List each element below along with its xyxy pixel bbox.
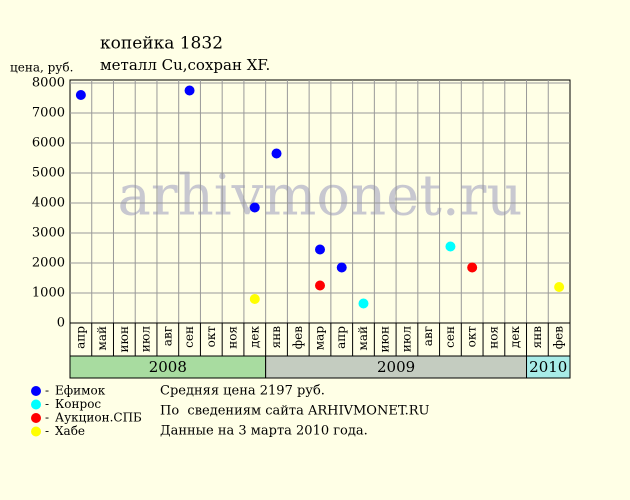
legend-dash: - bbox=[45, 384, 49, 398]
x-tick-label: май bbox=[95, 326, 109, 351]
x-tick-label: сен bbox=[443, 326, 457, 348]
legend-label: Конрос bbox=[55, 397, 101, 411]
legend-label: Аукцион.СПБ bbox=[55, 411, 142, 425]
x-tick-label: ноя bbox=[486, 326, 500, 349]
data-point bbox=[315, 280, 325, 291]
data-point bbox=[75, 90, 86, 100]
y-tick-label: 8000 bbox=[32, 76, 65, 91]
x-tick-label: фев bbox=[552, 326, 566, 349]
data-point bbox=[184, 85, 195, 96]
legend-dash: - bbox=[45, 397, 49, 411]
legend-label: Ефимок bbox=[55, 384, 106, 398]
year-label: 2008 bbox=[149, 358, 187, 376]
y-tick-label: 7000 bbox=[32, 106, 65, 121]
legend-dash: - bbox=[45, 424, 49, 438]
data-point bbox=[336, 262, 347, 273]
y-tick-label: 1000 bbox=[32, 286, 65, 301]
note: По сведениям сайта ARHIVMONET.RU bbox=[160, 404, 430, 419]
y-tick-label: 5000 bbox=[32, 166, 65, 181]
x-tick-label: авг bbox=[160, 326, 174, 346]
x-tick-label: сен bbox=[182, 326, 196, 348]
watermark: arhivmonet.ru bbox=[118, 164, 523, 229]
y-axis-label: цена, руб. bbox=[10, 61, 73, 75]
x-tick-label: апр bbox=[73, 326, 87, 349]
x-tick-label: апр bbox=[334, 326, 348, 349]
x-tick-label: окт bbox=[204, 326, 218, 348]
y-tick-label: 0 bbox=[57, 316, 65, 331]
x-tick-label: июл bbox=[139, 326, 153, 352]
data-point bbox=[445, 241, 456, 252]
legend-marker bbox=[31, 413, 41, 423]
legend-marker bbox=[31, 386, 41, 396]
y-tick-label: 2000 bbox=[32, 256, 65, 271]
x-tick-label: мар bbox=[313, 326, 327, 350]
x-tick-label: ноя bbox=[226, 326, 240, 349]
legend-marker bbox=[31, 426, 41, 437]
year-label: 2010 bbox=[529, 358, 567, 376]
x-tick-label: июн bbox=[117, 326, 131, 352]
y-tick-label: 6000 bbox=[32, 136, 65, 151]
chart-subtitle: металл Cu,сохран XF. bbox=[100, 56, 270, 74]
data-point bbox=[249, 294, 260, 304]
y-tick-label: 3000 bbox=[32, 226, 65, 241]
x-tick-label: окт bbox=[465, 326, 479, 348]
year-band bbox=[526, 355, 571, 379]
note: Средняя цена 2197 руб. bbox=[160, 384, 325, 399]
y-tick-label: 4000 bbox=[32, 196, 65, 211]
x-tick-label: май bbox=[356, 326, 370, 351]
note: Данные на 3 марта 2010 года. bbox=[160, 424, 368, 439]
data-point bbox=[271, 148, 282, 159]
x-tick-label: июл bbox=[399, 326, 413, 352]
x-tick-label: июн bbox=[378, 326, 392, 352]
x-tick-label: дек bbox=[247, 326, 261, 348]
x-tick-label: авг bbox=[421, 326, 435, 346]
x-tick-label: дек bbox=[508, 326, 522, 348]
month-strip bbox=[69, 322, 571, 357]
data-point bbox=[249, 202, 260, 213]
legend-marker bbox=[31, 399, 41, 410]
data-point bbox=[315, 244, 325, 255]
x-tick-label: фев bbox=[291, 326, 305, 349]
x-tick-label: янв bbox=[530, 326, 544, 349]
data-point bbox=[467, 262, 478, 273]
data-point bbox=[554, 282, 565, 292]
x-tick-label: янв bbox=[269, 326, 283, 349]
legend-label: Хабе bbox=[55, 424, 85, 438]
year-label: 2009 bbox=[377, 358, 415, 376]
data-point bbox=[358, 298, 369, 309]
chart-title: копейка 1832 bbox=[100, 34, 223, 54]
legend-dash: - bbox=[45, 411, 49, 425]
